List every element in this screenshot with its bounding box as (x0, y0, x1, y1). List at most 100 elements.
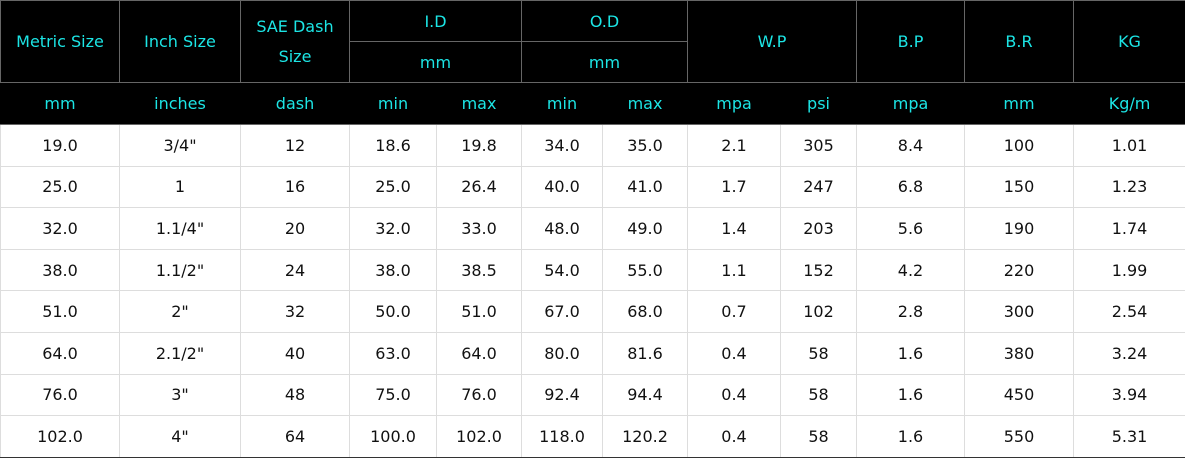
data-cell: 94.4 (603, 374, 688, 416)
data-cell: 26.4 (437, 166, 522, 208)
data-cell: 25.0 (1, 166, 120, 208)
data-cell: 118.0 (522, 416, 603, 458)
data-cell: 2.1 (688, 125, 781, 167)
data-cell: 102 (781, 291, 857, 333)
data-cell: 76.0 (437, 374, 522, 416)
header-cell: W.P (688, 1, 857, 83)
data-cell: 64.0 (1, 332, 120, 374)
data-cell: 64 (241, 416, 350, 458)
data-cell: 33.0 (437, 208, 522, 250)
data-cell: 150 (965, 166, 1074, 208)
unit-cell: max (437, 83, 522, 125)
data-cell: 1.74 (1074, 208, 1185, 250)
data-cell: 35.0 (603, 125, 688, 167)
data-cell: 4" (120, 416, 241, 458)
data-cell: 2.54 (1074, 291, 1185, 333)
unit-cell: max (603, 83, 688, 125)
unit-cell: mpa (688, 83, 781, 125)
data-cell: 58 (781, 332, 857, 374)
data-cell: 38.5 (437, 249, 522, 291)
data-cell: 0.4 (688, 332, 781, 374)
data-cell: 32 (241, 291, 350, 333)
data-cell: 20 (241, 208, 350, 250)
data-cell: 48.0 (522, 208, 603, 250)
data-cell: 67.0 (522, 291, 603, 333)
data-cell: 68.0 (603, 291, 688, 333)
data-cell: 1.01 (1074, 125, 1185, 167)
data-cell: 102.0 (1, 416, 120, 458)
data-cell: 1.6 (857, 374, 965, 416)
data-cell: 3.24 (1074, 332, 1185, 374)
data-cell: 0.7 (688, 291, 781, 333)
data-cell: 19.0 (1, 125, 120, 167)
data-cell: 76.0 (1, 374, 120, 416)
header-cell: Metric Size (1, 1, 120, 83)
data-cell: 1 (120, 166, 241, 208)
data-cell: 25.0 (350, 166, 437, 208)
data-cell: 1.1/4" (120, 208, 241, 250)
header-cell: KG (1074, 1, 1185, 83)
data-cell: 5.31 (1074, 416, 1185, 458)
data-cell: 41.0 (603, 166, 688, 208)
data-cell: 8.4 (857, 125, 965, 167)
data-cell: 63.0 (350, 332, 437, 374)
unit-cell: Kg/m (1074, 83, 1185, 125)
header-cell: I.D (350, 1, 522, 42)
data-cell: 55.0 (603, 249, 688, 291)
data-cell: 80.0 (522, 332, 603, 374)
data-cell: 1.1 (688, 249, 781, 291)
data-cell: 64.0 (437, 332, 522, 374)
header-row: Metric Size Inch Size SAE Dash Size I.D … (1, 1, 1185, 42)
data-cell: 102.0 (437, 416, 522, 458)
data-cell: 34.0 (522, 125, 603, 167)
header-cell: SAE Dash Size (241, 1, 350, 83)
data-cell: 12 (241, 125, 350, 167)
data-cell: 300 (965, 291, 1074, 333)
data-cell: 5.6 (857, 208, 965, 250)
data-cell: 1.6 (857, 332, 965, 374)
data-cell: 120.2 (603, 416, 688, 458)
data-cell: 3.94 (1074, 374, 1185, 416)
data-cell: 1.6 (857, 416, 965, 458)
data-cell: 58 (781, 416, 857, 458)
data-cell: 92.4 (522, 374, 603, 416)
unit-cell: mm (965, 83, 1074, 125)
data-cell: 1.99 (1074, 249, 1185, 291)
header-cell: mm (350, 42, 522, 83)
data-cell: 220 (965, 249, 1074, 291)
header-cell: mm (522, 42, 688, 83)
header-cell: O.D (522, 1, 688, 42)
data-cell: 58 (781, 374, 857, 416)
header-cell: B.R (965, 1, 1074, 83)
unit-cell: min (522, 83, 603, 125)
data-cell: 0.4 (688, 374, 781, 416)
data-cell: 3" (120, 374, 241, 416)
data-cell: 19.8 (437, 125, 522, 167)
data-cell: 380 (965, 332, 1074, 374)
data-cell: 0.4 (688, 416, 781, 458)
unit-cell: min (350, 83, 437, 125)
data-cell: 550 (965, 416, 1074, 458)
data-cell: 4.2 (857, 249, 965, 291)
data-cell: 40.0 (522, 166, 603, 208)
unit-cell: mm (1, 83, 120, 125)
unit-cell: inches (120, 83, 241, 125)
data-cell: 51.0 (1, 291, 120, 333)
data-cell: 40 (241, 332, 350, 374)
data-cell: 1.23 (1074, 166, 1185, 208)
data-cell: 49.0 (603, 208, 688, 250)
data-cell: 2.8 (857, 291, 965, 333)
data-cell: 18.6 (350, 125, 437, 167)
data-cell: 203 (781, 208, 857, 250)
